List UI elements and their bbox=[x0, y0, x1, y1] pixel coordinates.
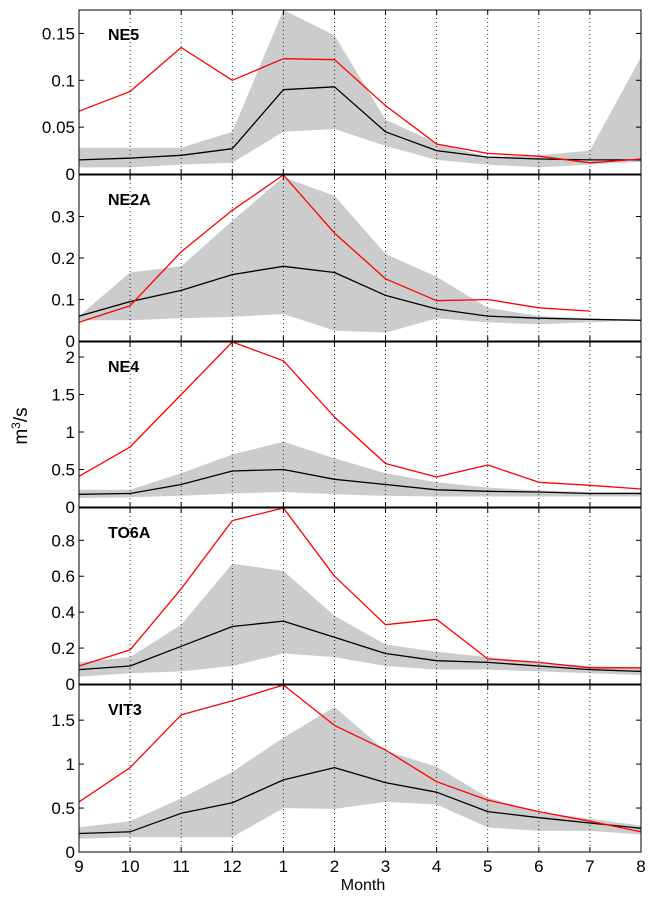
y-tick-label: 0.6 bbox=[51, 567, 75, 586]
y-tick-label: 0 bbox=[66, 675, 75, 694]
median-line bbox=[78, 468, 641, 495]
uncertainty-band bbox=[79, 177, 641, 333]
y-tick-label: 0.5 bbox=[51, 461, 75, 480]
y-tick-label: 0.3 bbox=[51, 208, 75, 227]
median-line bbox=[78, 766, 642, 835]
observed-line bbox=[78, 174, 590, 323]
observed-line bbox=[78, 46, 642, 164]
x-tick-label: 9 bbox=[74, 857, 83, 876]
median-line bbox=[78, 620, 642, 673]
x-tick-label: 11 bbox=[172, 857, 190, 876]
panel-title: VIT3 bbox=[108, 702, 142, 719]
y-tick-label: 1.5 bbox=[51, 711, 75, 730]
panel-frame bbox=[78, 684, 642, 853]
y-tick-label: 2 bbox=[66, 348, 75, 367]
y-tick-label: 0.4 bbox=[51, 603, 75, 622]
observed-line bbox=[78, 341, 642, 490]
y-tick-label: 0 bbox=[66, 165, 75, 184]
panel-ne4: 0 0.5 1 1.5 2 NE4 bbox=[51, 341, 642, 517]
x-tick-label: 7 bbox=[585, 857, 594, 876]
panel-to6a: 0 0.2 0.4 0.6 0.8 TO6A bbox=[51, 507, 642, 694]
panel-frame bbox=[78, 9, 642, 175]
y-tick-label: 0.2 bbox=[51, 249, 75, 268]
y-axis-label-exponent: 3 bbox=[9, 422, 23, 429]
y-tick-label: 1 bbox=[66, 423, 75, 442]
y-tick-label: 1 bbox=[66, 755, 75, 774]
y-axis-label-tail: /s bbox=[11, 407, 32, 422]
y-tick-label: 0 bbox=[66, 498, 75, 517]
y-tick-label: 0.1 bbox=[51, 71, 75, 90]
x-tick-label: 4 bbox=[432, 857, 441, 876]
y-tick-label: 1.5 bbox=[51, 386, 75, 405]
panel-vit3: 0 0.5 1 1.5 VIT3 bbox=[51, 684, 642, 862]
y-tick-label: 0.05 bbox=[42, 118, 75, 137]
y-tick-label: 0.1 bbox=[51, 291, 75, 310]
observed-line bbox=[78, 684, 642, 833]
x-tick-label: 3 bbox=[381, 857, 390, 876]
uncertainty-band bbox=[79, 441, 641, 498]
panels: 0 0.05 0.1 0.15 NE5 0 0.1 0.2 0.3 NE2A 0 0.5 1 1.5 2 NE… bbox=[42, 9, 642, 862]
x-tick-label: 6 bbox=[534, 857, 543, 876]
x-tick-label: 1 bbox=[279, 857, 288, 876]
panel-title: NE5 bbox=[108, 27, 139, 44]
median-line bbox=[78, 86, 641, 161]
observed-line bbox=[78, 507, 641, 669]
x-axis-label: Month bbox=[341, 877, 385, 894]
panel-ne2a: 0 0.1 0.2 0.3 NE2A bbox=[51, 174, 642, 351]
x-tick-label: 2 bbox=[330, 857, 339, 876]
panel-ne5: 0 0.05 0.1 0.15 NE5 bbox=[42, 9, 642, 184]
median-line bbox=[78, 265, 642, 321]
y-axis-label-base: m bbox=[11, 429, 32, 445]
x-axis: 9 10 11 12 1 2 3 4 5 6 7 8 bbox=[74, 857, 645, 876]
panel-title: NE4 bbox=[108, 359, 139, 376]
x-tick-label: 10 bbox=[121, 857, 140, 876]
y-tick-label: 0 bbox=[66, 843, 75, 862]
y-tick-label: 0.5 bbox=[51, 799, 75, 818]
panel-frame bbox=[78, 341, 642, 508]
x-tick-label: 12 bbox=[223, 857, 242, 876]
y-tick-label: 0 bbox=[66, 332, 75, 351]
panel-frame bbox=[78, 507, 642, 685]
uncertainty-band bbox=[79, 563, 641, 677]
y-tick-label: 0.15 bbox=[42, 24, 75, 43]
uncertainty-band bbox=[79, 10, 641, 168]
panel-title: TO6A bbox=[108, 525, 151, 542]
panel-title: NE2A bbox=[108, 192, 151, 209]
x-tick-label: 5 bbox=[483, 857, 492, 876]
y-axis-label: m3/s bbox=[9, 407, 32, 444]
y-tick-label: 0.8 bbox=[51, 531, 75, 550]
x-tick-label: 8 bbox=[636, 857, 645, 876]
y-tick-label: 0.2 bbox=[51, 639, 75, 658]
